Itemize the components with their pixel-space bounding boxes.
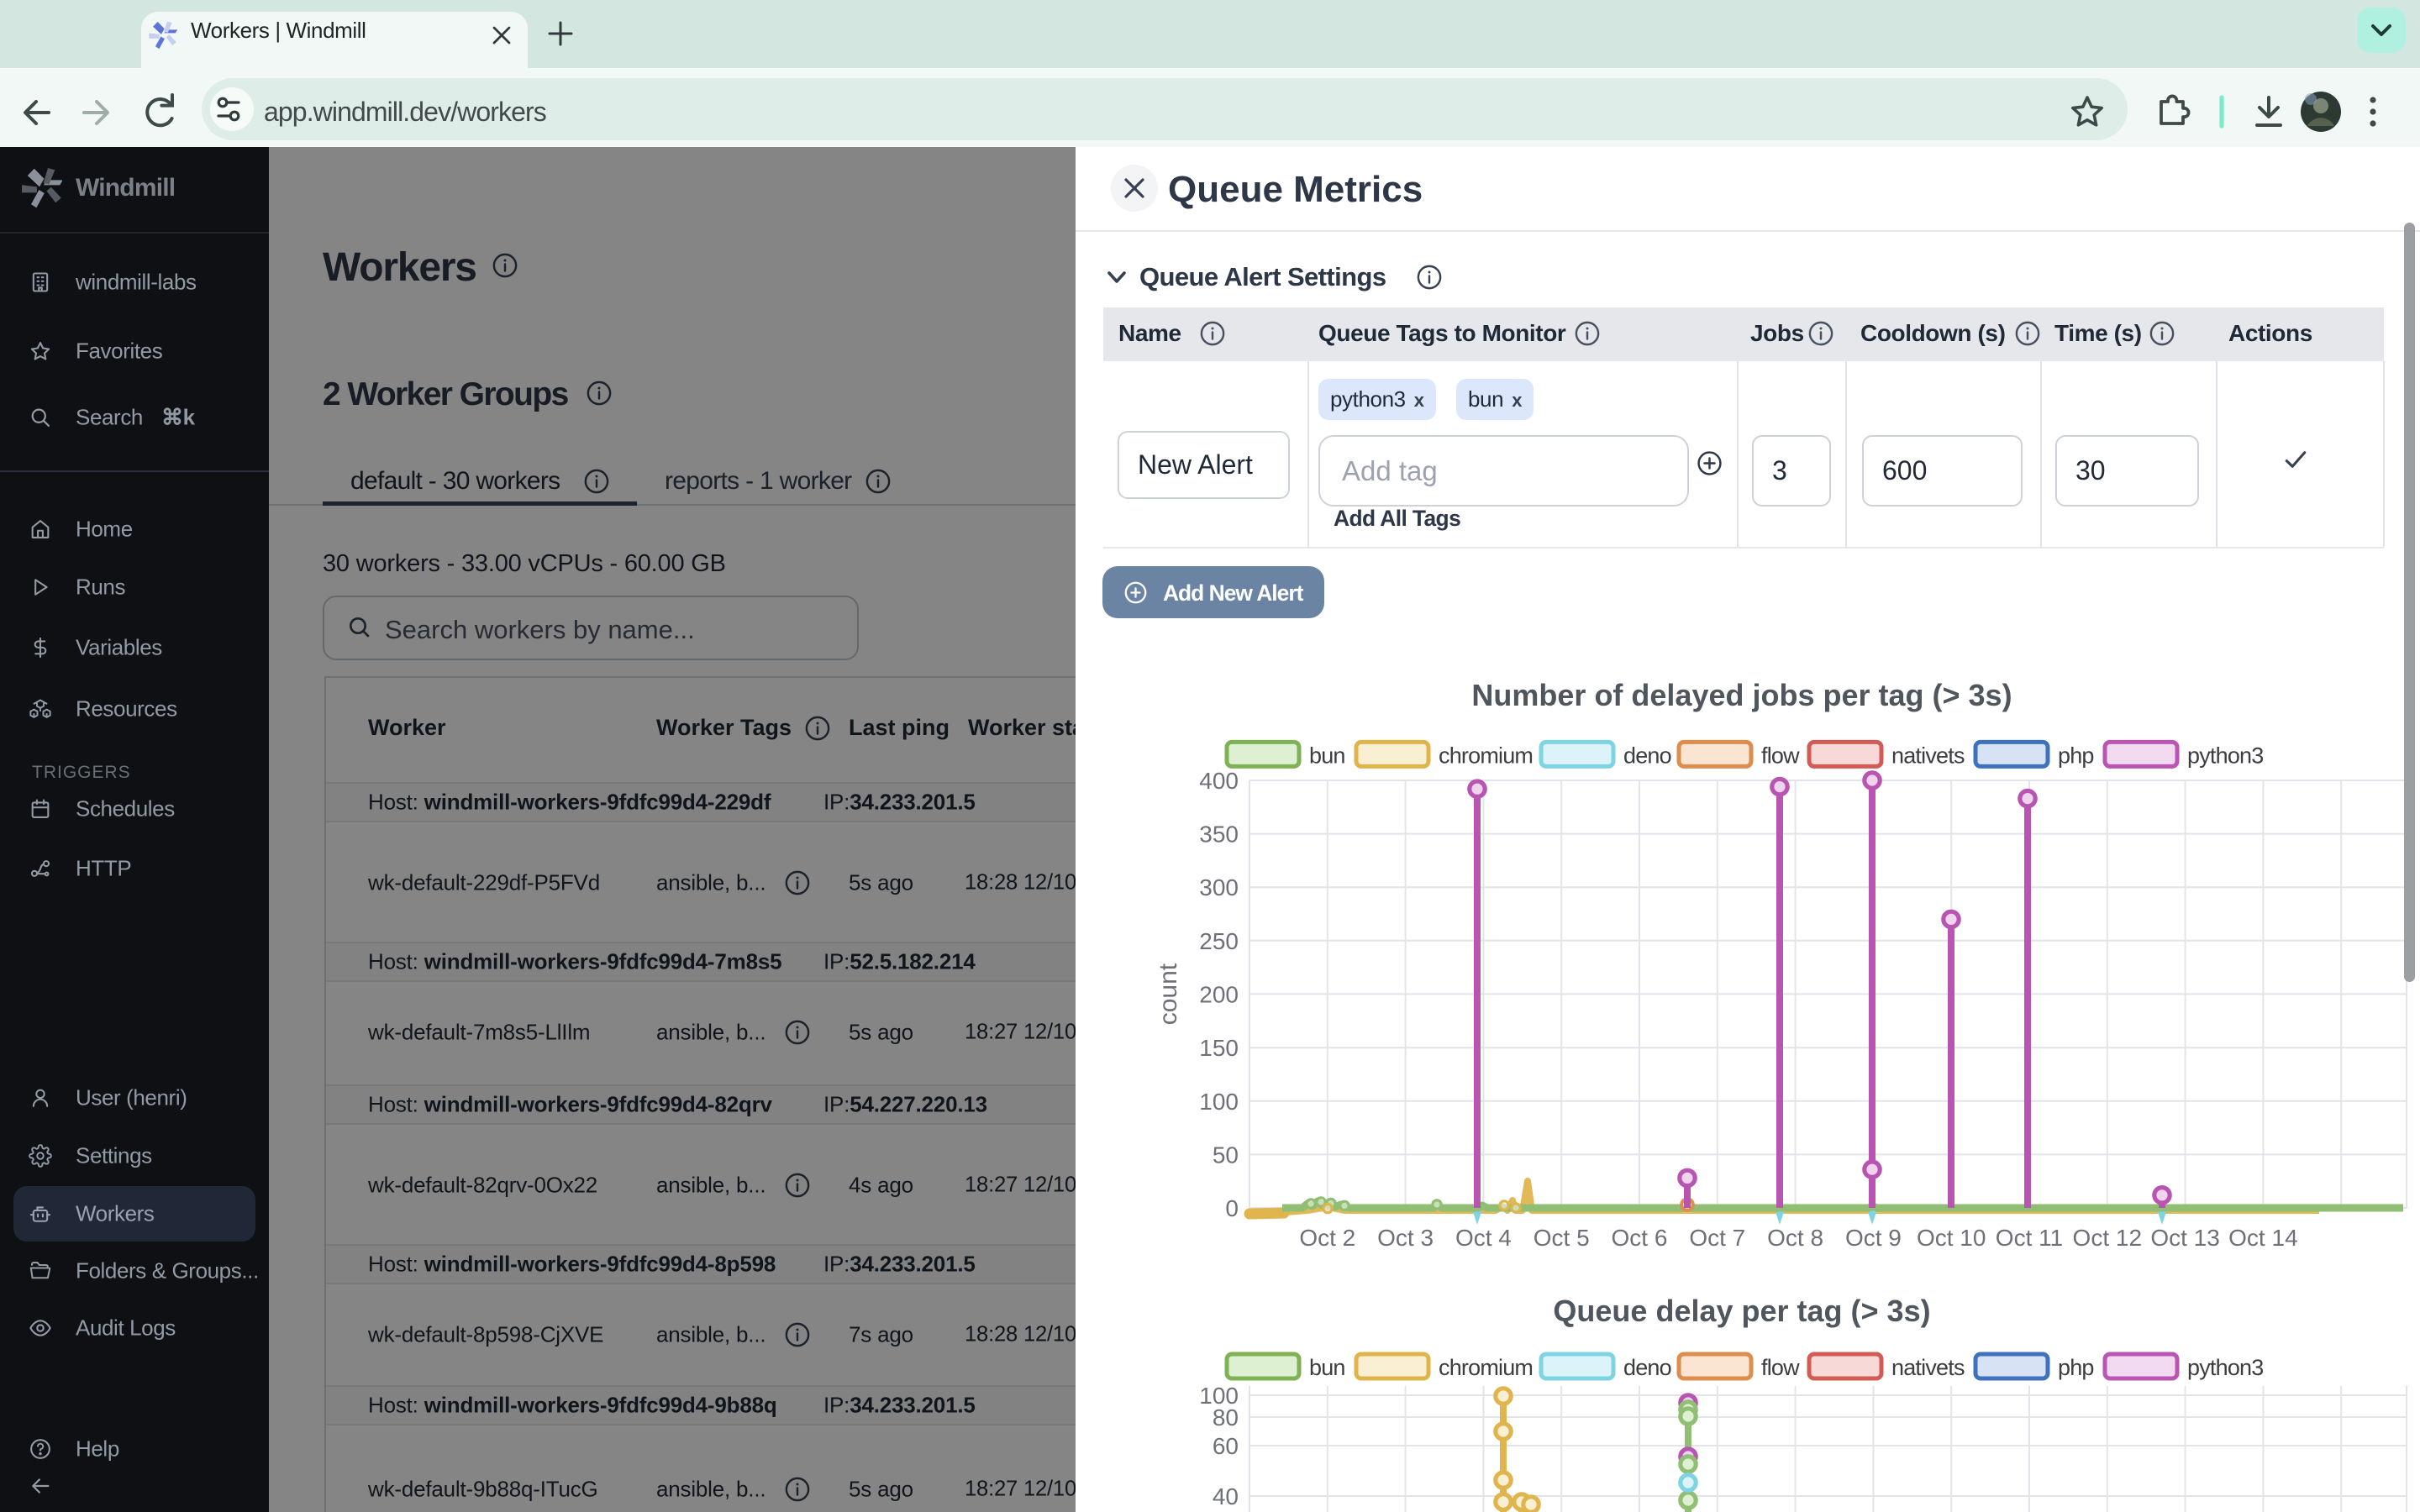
svg-text:Oct 4: Oct 4 bbox=[1455, 1225, 1512, 1251]
svg-text:deno: deno bbox=[1623, 1355, 1671, 1380]
svg-text:60: 60 bbox=[1213, 1433, 1239, 1459]
svg-text:200: 200 bbox=[1199, 981, 1239, 1007]
svg-text:bun: bun bbox=[1309, 743, 1345, 769]
svg-text:bun: bun bbox=[1309, 1355, 1345, 1380]
svg-text:250: 250 bbox=[1199, 928, 1239, 954]
svg-text:Oct 8: Oct 8 bbox=[1767, 1225, 1823, 1251]
svg-text:80: 80 bbox=[1213, 1404, 1239, 1431]
svg-text:Oct 5: Oct 5 bbox=[1534, 1225, 1590, 1251]
svg-text:php: php bbox=[2058, 743, 2094, 769]
svg-text:Oct 6: Oct 6 bbox=[1612, 1225, 1668, 1251]
svg-text:Oct 7: Oct 7 bbox=[1689, 1225, 1745, 1251]
svg-text:python3: python3 bbox=[2187, 743, 2263, 769]
svg-text:0: 0 bbox=[1225, 1195, 1239, 1221]
svg-text:flow: flow bbox=[1761, 1355, 1800, 1380]
svg-text:350: 350 bbox=[1199, 822, 1239, 848]
svg-text:Oct 9: Oct 9 bbox=[1845, 1225, 1902, 1251]
svg-text:Oct 11: Oct 11 bbox=[1996, 1225, 2063, 1251]
svg-text:chromium: chromium bbox=[1439, 743, 1533, 769]
svg-text:Oct 14: Oct 14 bbox=[2228, 1225, 2297, 1251]
svg-text:150: 150 bbox=[1199, 1035, 1239, 1061]
svg-text:50: 50 bbox=[1213, 1142, 1239, 1168]
svg-text:count: count bbox=[1155, 963, 1182, 1025]
svg-text:Queue delay per tag (> 3s): Queue delay per tag (> 3s) bbox=[1553, 1294, 1930, 1328]
svg-text:Oct 3: Oct 3 bbox=[1377, 1225, 1434, 1251]
svg-text:deno: deno bbox=[1623, 743, 1671, 769]
svg-text:php: php bbox=[2058, 1355, 2094, 1380]
svg-text:Number of delayed jobs per tag: Number of delayed jobs per tag (> 3s) bbox=[1471, 678, 2012, 712]
svg-text:nativets: nativets bbox=[1891, 743, 1965, 769]
svg-text:400: 400 bbox=[1199, 768, 1239, 794]
svg-text:Oct 10: Oct 10 bbox=[1917, 1225, 1986, 1251]
svg-text:100: 100 bbox=[1199, 1383, 1239, 1409]
svg-text:100: 100 bbox=[1199, 1089, 1239, 1115]
svg-text:flow: flow bbox=[1761, 743, 1800, 769]
svg-text:python3: python3 bbox=[2187, 1355, 2263, 1380]
svg-text:300: 300 bbox=[1199, 874, 1239, 900]
svg-text:chromium: chromium bbox=[1439, 1355, 1533, 1380]
svg-text:Oct 13: Oct 13 bbox=[2150, 1225, 2219, 1251]
svg-text:40: 40 bbox=[1213, 1483, 1239, 1509]
svg-text:Oct 2: Oct 2 bbox=[1299, 1225, 1355, 1251]
svg-text:Oct 12: Oct 12 bbox=[2073, 1225, 2142, 1251]
svg-text:nativets: nativets bbox=[1891, 1355, 1965, 1380]
